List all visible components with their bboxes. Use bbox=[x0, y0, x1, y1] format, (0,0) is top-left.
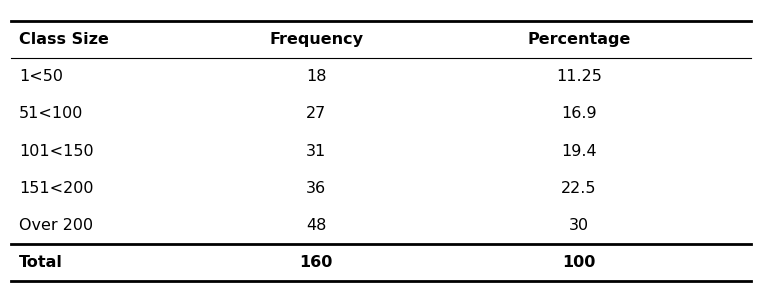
Text: 36: 36 bbox=[306, 181, 326, 196]
Text: 151<200: 151<200 bbox=[19, 181, 94, 196]
Text: 18: 18 bbox=[306, 69, 326, 84]
Text: Frequency: Frequency bbox=[269, 32, 363, 47]
Text: 101<150: 101<150 bbox=[19, 143, 94, 159]
Text: 51<100: 51<100 bbox=[19, 106, 83, 121]
Text: 30: 30 bbox=[569, 218, 589, 233]
Text: Percentage: Percentage bbox=[527, 32, 631, 47]
Text: 160: 160 bbox=[299, 255, 333, 270]
Text: Over 200: Over 200 bbox=[19, 218, 93, 233]
Text: Total: Total bbox=[19, 255, 63, 270]
Text: 48: 48 bbox=[306, 218, 326, 233]
Text: Class Size: Class Size bbox=[19, 32, 109, 47]
Text: 16.9: 16.9 bbox=[562, 106, 597, 121]
Text: 11.25: 11.25 bbox=[556, 69, 602, 84]
Text: 19.4: 19.4 bbox=[562, 143, 597, 159]
Text: 1<50: 1<50 bbox=[19, 69, 63, 84]
Text: 31: 31 bbox=[306, 143, 326, 159]
Text: 100: 100 bbox=[562, 255, 596, 270]
Text: 22.5: 22.5 bbox=[562, 181, 597, 196]
Text: 27: 27 bbox=[306, 106, 326, 121]
